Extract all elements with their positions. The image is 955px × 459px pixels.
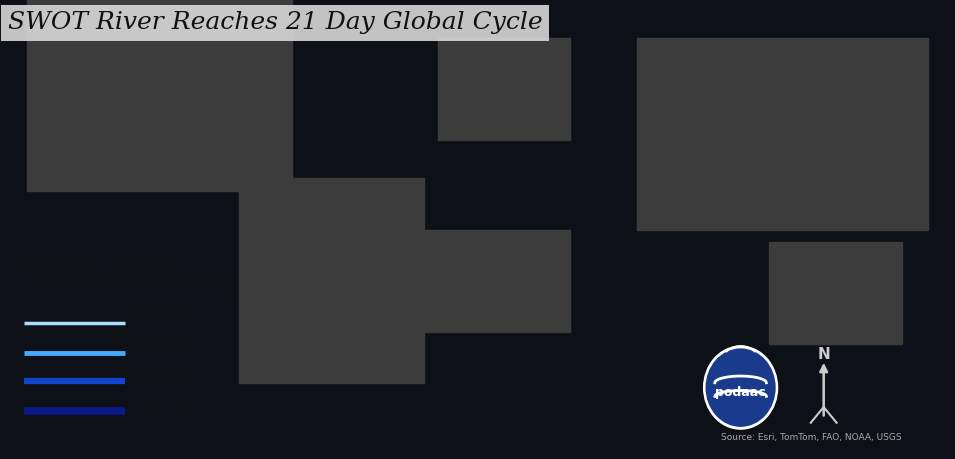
Bar [637, 38, 928, 230]
Text: February 1st - 21st 2024: February 1st - 21st 2024 [26, 261, 165, 270]
Text: Source: Esri, TomTom, FAO, NOAA, USGS: Source: Esri, TomTom, FAO, NOAA, USGS [721, 432, 902, 442]
Text: 301 - 800: 301 - 800 [134, 345, 183, 354]
Text: 2301 - 5000: 2301 - 5000 [134, 403, 197, 412]
Text: -1500 - 300: -1500 - 300 [134, 315, 194, 324]
Bar [239, 179, 424, 382]
Bar [27, 0, 292, 191]
Circle shape [704, 346, 777, 429]
Bar [770, 242, 902, 344]
Circle shape [707, 349, 775, 426]
Bar [424, 230, 570, 331]
Text: N: N [817, 347, 830, 362]
Bar [437, 38, 570, 140]
Text: podaac: podaac [715, 386, 766, 399]
Text: Water Surface Elevation (WSE) Meters: Water Surface Elevation (WSE) Meters [26, 281, 231, 290]
Text: SWOT River Reaches 21 Day Global Cycle: SWOT River Reaches 21 Day Global Cycle [8, 11, 542, 34]
Text: 801 - 2300: 801 - 2300 [134, 373, 190, 382]
Text: Fill Value: Fill Value [134, 304, 182, 313]
